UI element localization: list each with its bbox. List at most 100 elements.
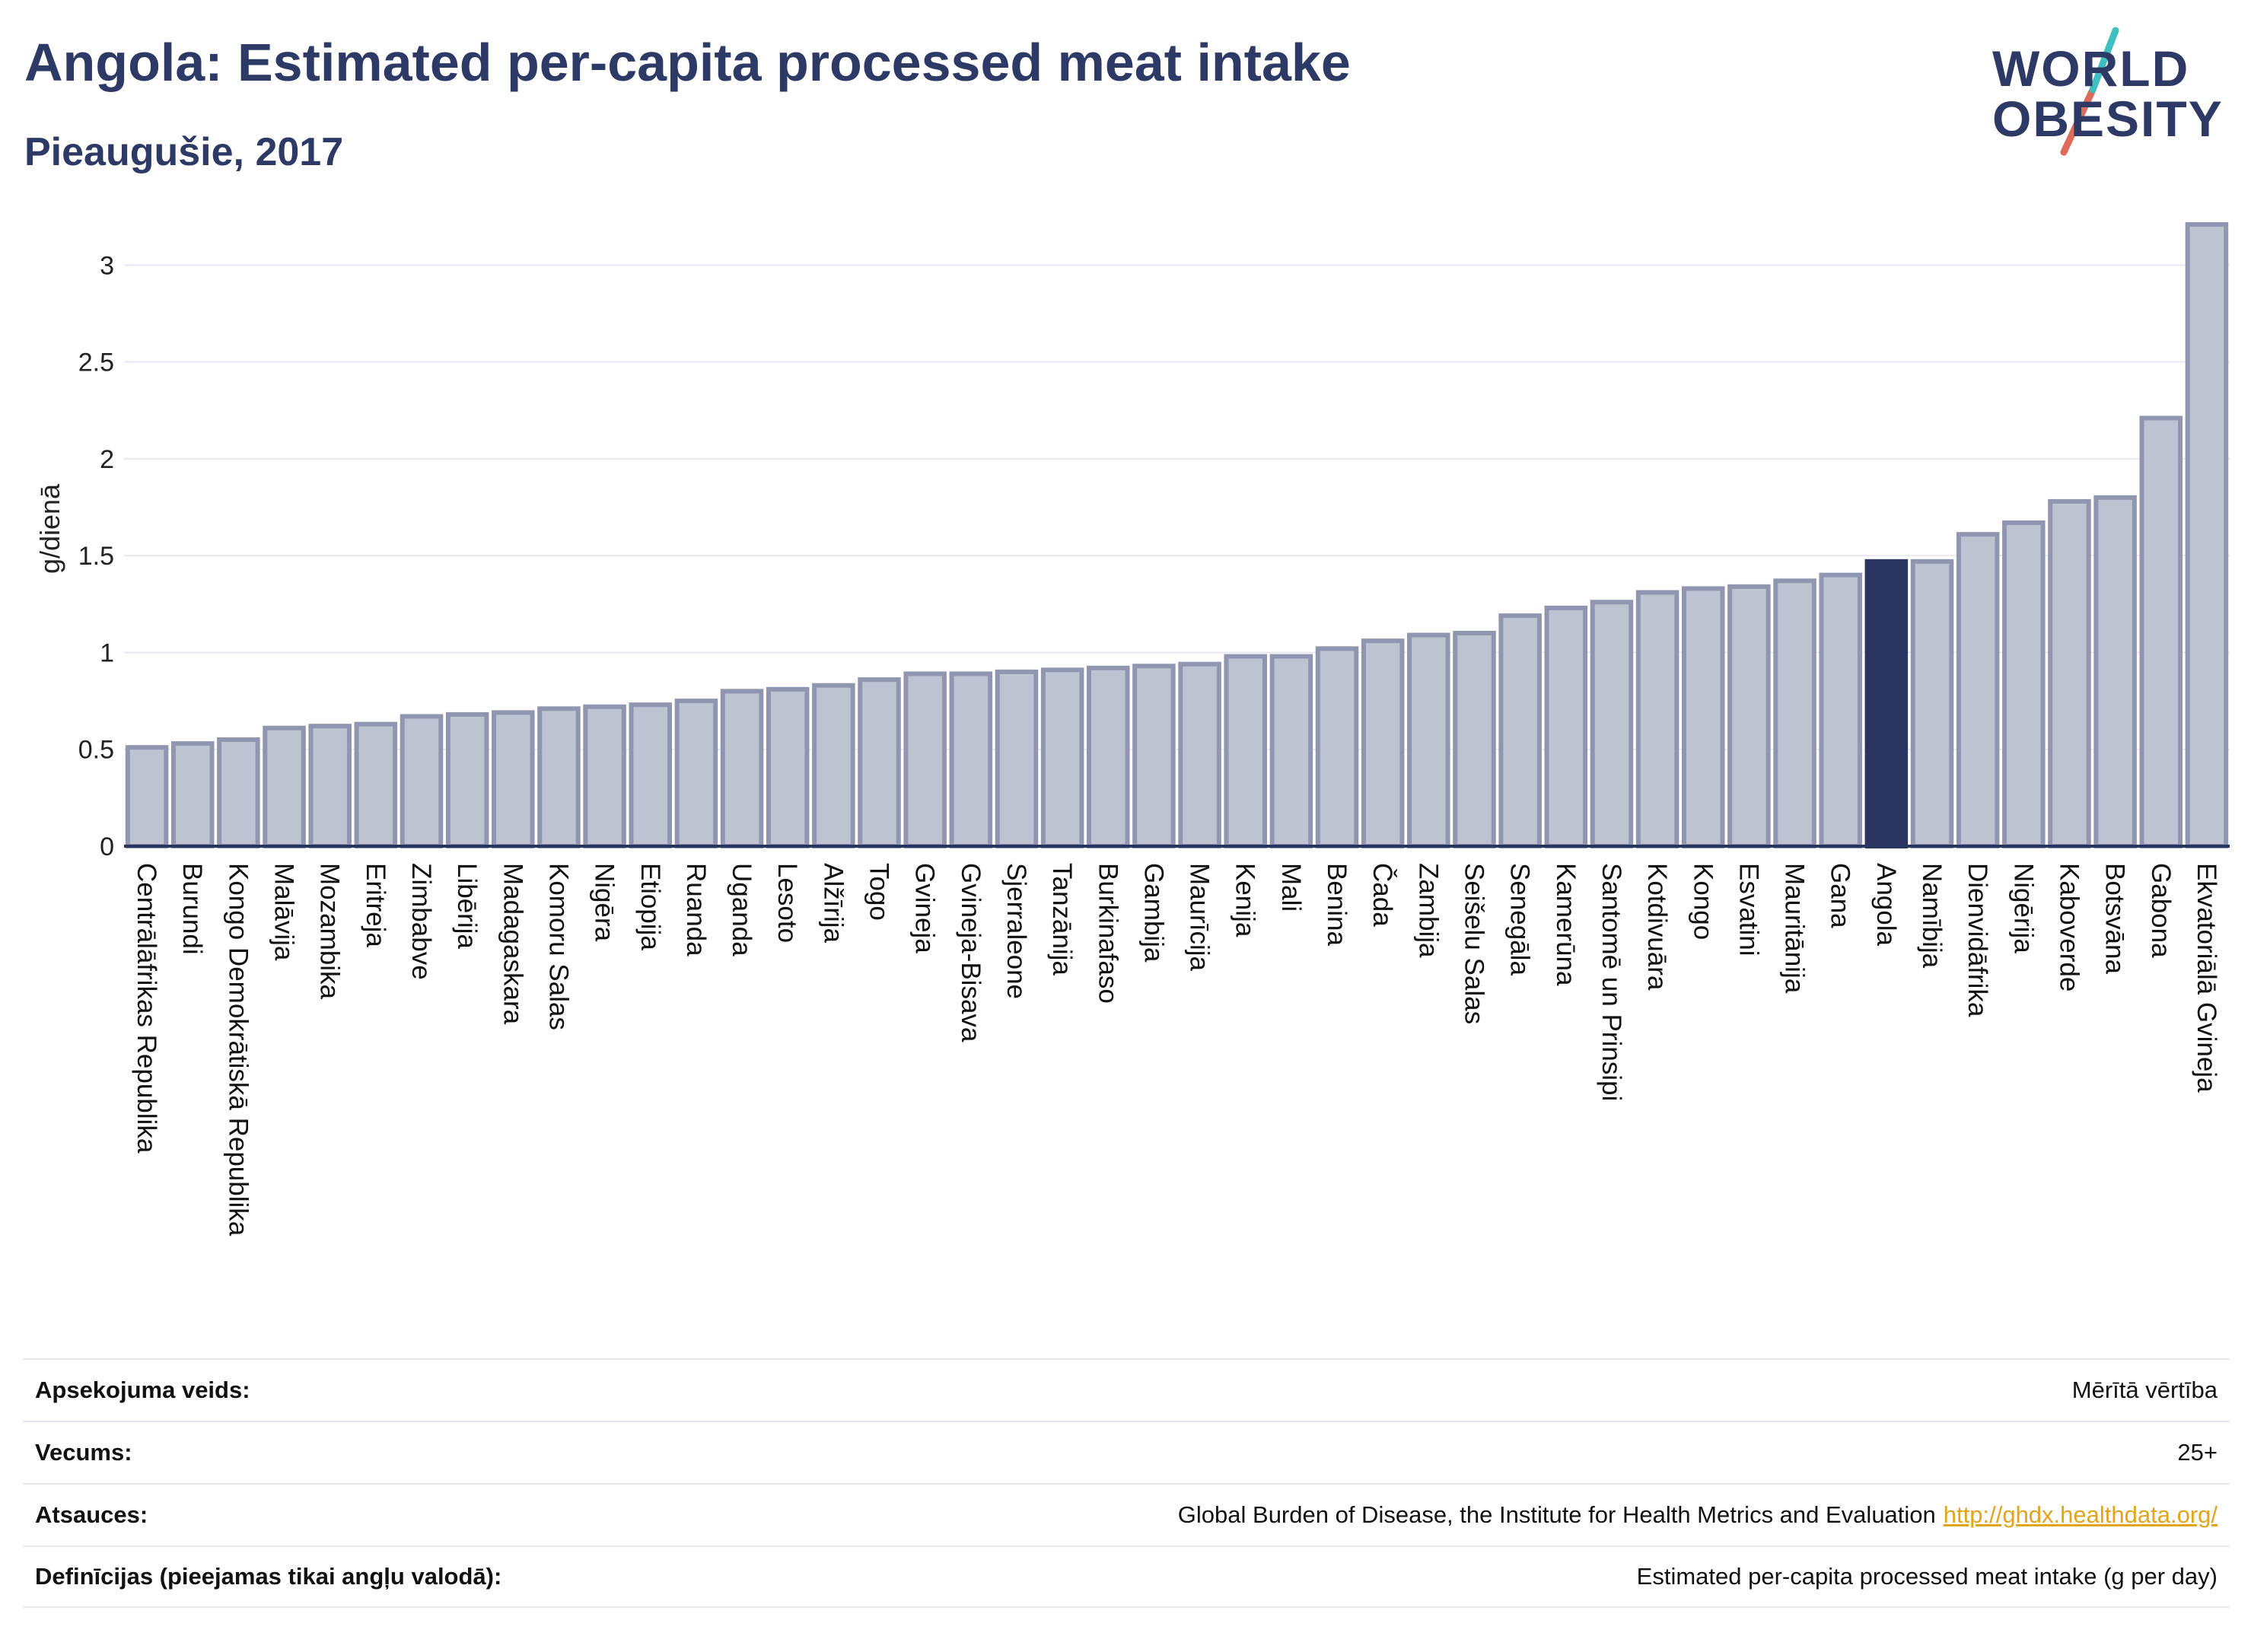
bar (629, 702, 673, 848)
bar (583, 704, 626, 849)
bar (1224, 654, 1267, 849)
bar (1132, 664, 1176, 848)
info-key: Apsekojuma veids: (35, 1377, 250, 1403)
x-tick-label: Kongo (1688, 863, 1718, 940)
bar (354, 721, 398, 848)
bar (1498, 613, 1542, 848)
info-row-definitions: Definīcijas (pieejamas tikai angļu valod… (23, 1545, 2230, 1608)
x-tick-label: Esvatini (1734, 863, 1763, 957)
x-tick-label: Angola (1871, 863, 1901, 947)
bar (2093, 495, 2137, 848)
x-tick-label: Komoru Salas (543, 863, 573, 1030)
x-tick-label: Zimbabve (406, 863, 436, 980)
x-tick-label: Ekvatoriālā Gvineja (2192, 863, 2221, 1093)
x-tick-label: Maurīcija (1185, 863, 1215, 972)
x-tick-label: Malāvija (269, 863, 299, 961)
bar (1635, 590, 1679, 849)
x-tick-label: Kaboverde (2054, 863, 2084, 992)
x-tick-label: Tanzānija (1047, 863, 1077, 976)
x-tick-label: Burundi (177, 863, 207, 955)
bar (949, 671, 993, 848)
bar (2002, 520, 2046, 848)
x-tick-label: Botsvāna (2100, 863, 2130, 974)
bar (400, 714, 444, 848)
bar (858, 677, 901, 848)
bar (766, 686, 810, 848)
y-tick-label: 0 (100, 832, 114, 861)
y-tick-label: 3 (100, 251, 114, 280)
info-row-survey: Apsekojuma veids: Mērītā vērtība (23, 1358, 2230, 1421)
x-tick-label: Gambija (1138, 863, 1168, 963)
info-value: 25+ (2177, 1439, 2218, 1466)
bar (2048, 498, 2091, 848)
bar (1681, 586, 1725, 848)
info-row-references: Atsauces: Global Burden of Disease, the … (23, 1483, 2230, 1545)
info-key: Atsauces: (35, 1501, 148, 1528)
y-tick-label: 2 (100, 445, 114, 474)
info-key: Definīcijas (pieejamas tikai angļu valod… (35, 1563, 502, 1590)
x-tick-label: Madagaskara (498, 863, 527, 1025)
bar (308, 724, 352, 848)
bar (125, 745, 169, 848)
info-value: Mērītā vērtība (2071, 1377, 2218, 1403)
bar (1910, 559, 1954, 848)
x-tick-label: Etiopija (635, 863, 665, 950)
y-axis-label: g/dienā (34, 483, 65, 574)
bar (1269, 654, 1313, 849)
x-tick-label: Uganda (727, 863, 756, 957)
info-row-age: Vecums: 25+ (23, 1421, 2230, 1483)
bar (812, 683, 855, 849)
y-axis-ticks: 0 0.5 1 1.5 2 2.5 3 (78, 251, 114, 861)
y-tick-label: 0.5 (78, 736, 114, 765)
bar-highlight (1864, 559, 1909, 848)
world-obesity-logo: WORLD OBESITY (1979, 23, 2230, 160)
x-tick-label: Dienvidāfrika (1963, 863, 1992, 1017)
x-tick-label: Mozambika (315, 863, 345, 999)
bar (1178, 661, 1221, 849)
x-tick-label: Nigēra (590, 863, 619, 942)
info-table: Apsekojuma veids: Mērītā vērtība Vecums:… (23, 1358, 2230, 1608)
x-tick-label: Alžīrija (818, 863, 848, 944)
bar (1407, 632, 1450, 849)
x-tick-label: Lesoto (772, 863, 802, 943)
bar (720, 689, 764, 849)
bar (217, 737, 260, 848)
x-tick-label: Zambija (1413, 863, 1443, 958)
x-tick-label: Senegāla (1505, 863, 1535, 976)
x-tick-label: Gana (1826, 863, 1855, 928)
x-tick-label: Mali (1276, 863, 1306, 912)
bar (2185, 221, 2229, 848)
x-tick-label: Kenija (1231, 863, 1260, 937)
bar (903, 671, 947, 848)
x-tick-label: Eritreja (361, 863, 390, 947)
x-tick-label: Santomē un Prinsipi (1597, 863, 1626, 1101)
y-tick-label: 1.5 (78, 542, 114, 571)
logo-line-2: OBESITY (1992, 91, 2224, 147)
x-tick-label: Ruanda (681, 863, 711, 957)
bar (1956, 532, 2000, 848)
x-tick-label: Mauritānija (1780, 863, 1810, 994)
y-tick-label: 2.5 (78, 349, 114, 377)
chart-title: Angola: Estimated per-capita processed m… (24, 33, 1351, 92)
bar (995, 669, 1039, 849)
info-value: Estimated per-capita processed meat inta… (1636, 1563, 2218, 1590)
bar (263, 725, 306, 849)
bars (125, 221, 2229, 849)
x-tick-label: Čada (1367, 863, 1397, 927)
x-tick-label: Sjerraleone (1001, 863, 1031, 999)
y-tick-label: 1 (100, 638, 114, 667)
info-key: Vecums: (35, 1439, 132, 1466)
bar (1453, 631, 1496, 848)
bar (492, 710, 535, 849)
x-tick-label: Benina (1322, 863, 1352, 947)
bar (1773, 578, 1816, 848)
bar (1040, 667, 1084, 849)
x-tick-label: Namībija (1917, 863, 1947, 969)
reference-link[interactable]: http://ghdx.healthdata.org/ (1943, 1501, 2218, 1528)
x-tick-label: Kongo Demokrātiskā Republika (223, 863, 253, 1237)
x-tick-label: Togo (864, 863, 894, 921)
logo-slash-icon (2060, 27, 2119, 156)
bar-chart: 0 0.5 1 1.5 2 2.5 3 g/dienā Centrālāfrikas Rep… (34, 221, 2230, 1237)
logo-line-1: WORLD (1992, 40, 2190, 97)
x-tick-label: Burkinafaso (1093, 863, 1122, 1004)
